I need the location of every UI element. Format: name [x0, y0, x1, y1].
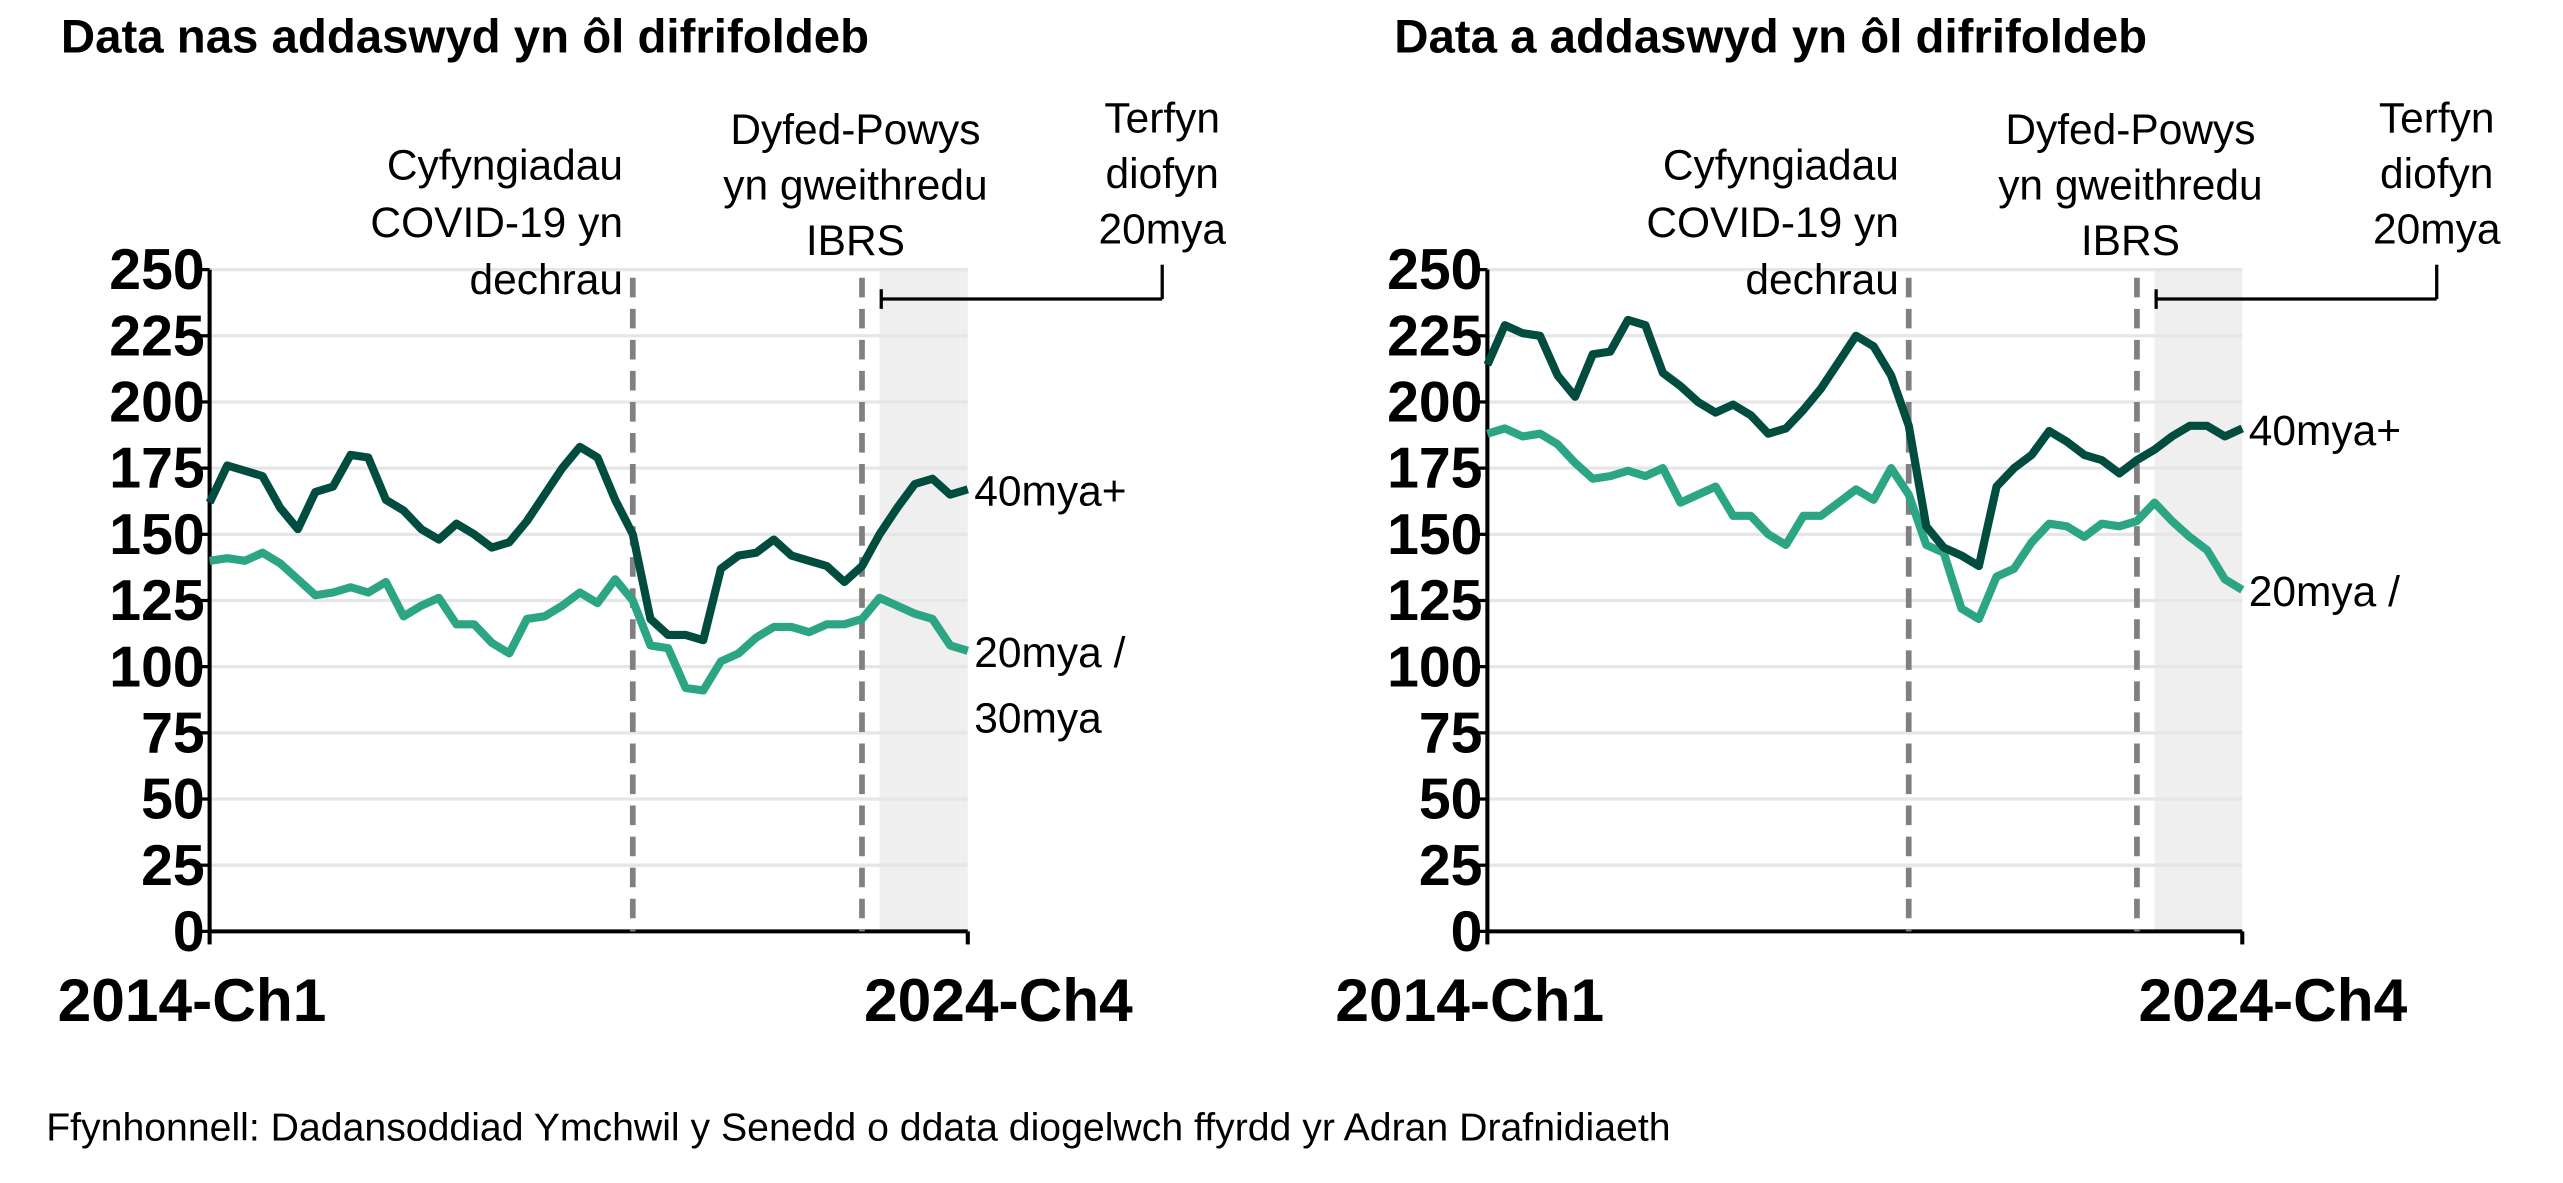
series-line-40mph-plus	[1483, 315, 2244, 571]
y-tick-label: 50	[1419, 768, 1483, 832]
series-label: 30mya	[974, 695, 1102, 742]
series-label: 20mya /	[974, 630, 1125, 677]
annotation-ibrs: IBRS	[806, 218, 905, 265]
chart-panel-1: Data nas addaswyd yn ôl difrifoldeb 02550…	[58, 10, 1227, 1034]
annotation-ibrs: yn gweithredu	[1998, 162, 2262, 209]
annotation-ibrs: yn gweithredu	[723, 162, 987, 209]
chart-title: Data a addaswyd yn ôl difrifoldeb	[1394, 10, 2147, 63]
y-tick-label: 100	[1387, 635, 1482, 699]
source-note: Ffynhonnell: Dadansoddiad Ymchwil y Sene…	[46, 1107, 1670, 1150]
series-line-40mph-plus	[205, 442, 969, 645]
y-tick-label: 75	[141, 701, 205, 765]
annotation-covid: dechrau	[469, 257, 622, 304]
y-tick-label: 225	[109, 304, 204, 368]
annotation-covid: Cyfyngiadau	[1663, 143, 1899, 190]
y-tick-label: 250	[109, 238, 204, 302]
y-tick-label: 0	[1451, 900, 1483, 964]
chart-panel-2: Data a addaswyd yn ôl difrifoldeb 0255075…	[1335, 10, 2500, 1034]
y-tick-label: 175	[109, 437, 204, 501]
y-tick-label: 125	[1387, 569, 1482, 633]
y-tick-label: 225	[1387, 304, 1482, 368]
annotation-covid: COVID-19 yn	[370, 200, 623, 247]
annotation-20mph: Terfyn	[1104, 95, 1220, 142]
series-line-20-30mph	[1486, 424, 2245, 624]
y-tick-label: 150	[109, 503, 204, 567]
annotation-ibrs: Dyfed-Powys	[2005, 107, 2255, 154]
y-tick-label: 200	[109, 371, 204, 435]
annotation-covid: Cyfyngiadau	[387, 143, 623, 190]
annotation-20mph: Terfyn	[2379, 95, 2495, 142]
annotation-ibrs: IBRS	[2081, 218, 2180, 265]
y-tick-label: 100	[109, 635, 204, 699]
x-start-label: 2014-Ch1	[58, 966, 327, 1034]
x-end-label: 2024-Ch4	[864, 966, 1133, 1034]
annotation-20mph: 20mya	[1098, 206, 1226, 253]
series-label: 40mya+	[974, 469, 1126, 516]
y-tick-label: 25	[1419, 834, 1483, 898]
annotation-20mph: diofyn	[1106, 151, 1219, 198]
y-tick-label: 125	[109, 569, 204, 633]
annotation-covid: dechrau	[1745, 257, 1898, 304]
x-start-label: 2014-Ch1	[1335, 966, 1604, 1034]
series-line-20-30mph	[209, 548, 969, 695]
y-tick-label: 50	[141, 768, 205, 832]
y-tick-label: 200	[1387, 371, 1482, 435]
chart-title: Data nas addaswyd yn ôl difrifoldeb	[61, 10, 869, 63]
series-label: 20mya /	[2249, 569, 2400, 616]
y-tick-label: 250	[1387, 238, 1482, 302]
y-tick-label: 150	[1387, 503, 1482, 567]
y-tick-label: 25	[141, 834, 205, 898]
x-end-label: 2024-Ch4	[2139, 966, 2408, 1034]
annotation-20mph: 20mya	[2373, 206, 2501, 253]
annotation-covid: COVID-19 yn	[1646, 200, 1899, 247]
annotation-20mph: diofyn	[2380, 151, 2493, 198]
annotation-ibrs: Dyfed-Powys	[730, 107, 980, 154]
y-tick-label: 75	[1419, 701, 1483, 765]
y-tick-label: 175	[1387, 437, 1482, 501]
series-label: 40mya+	[2249, 408, 2401, 455]
y-tick-label: 0	[173, 900, 205, 964]
